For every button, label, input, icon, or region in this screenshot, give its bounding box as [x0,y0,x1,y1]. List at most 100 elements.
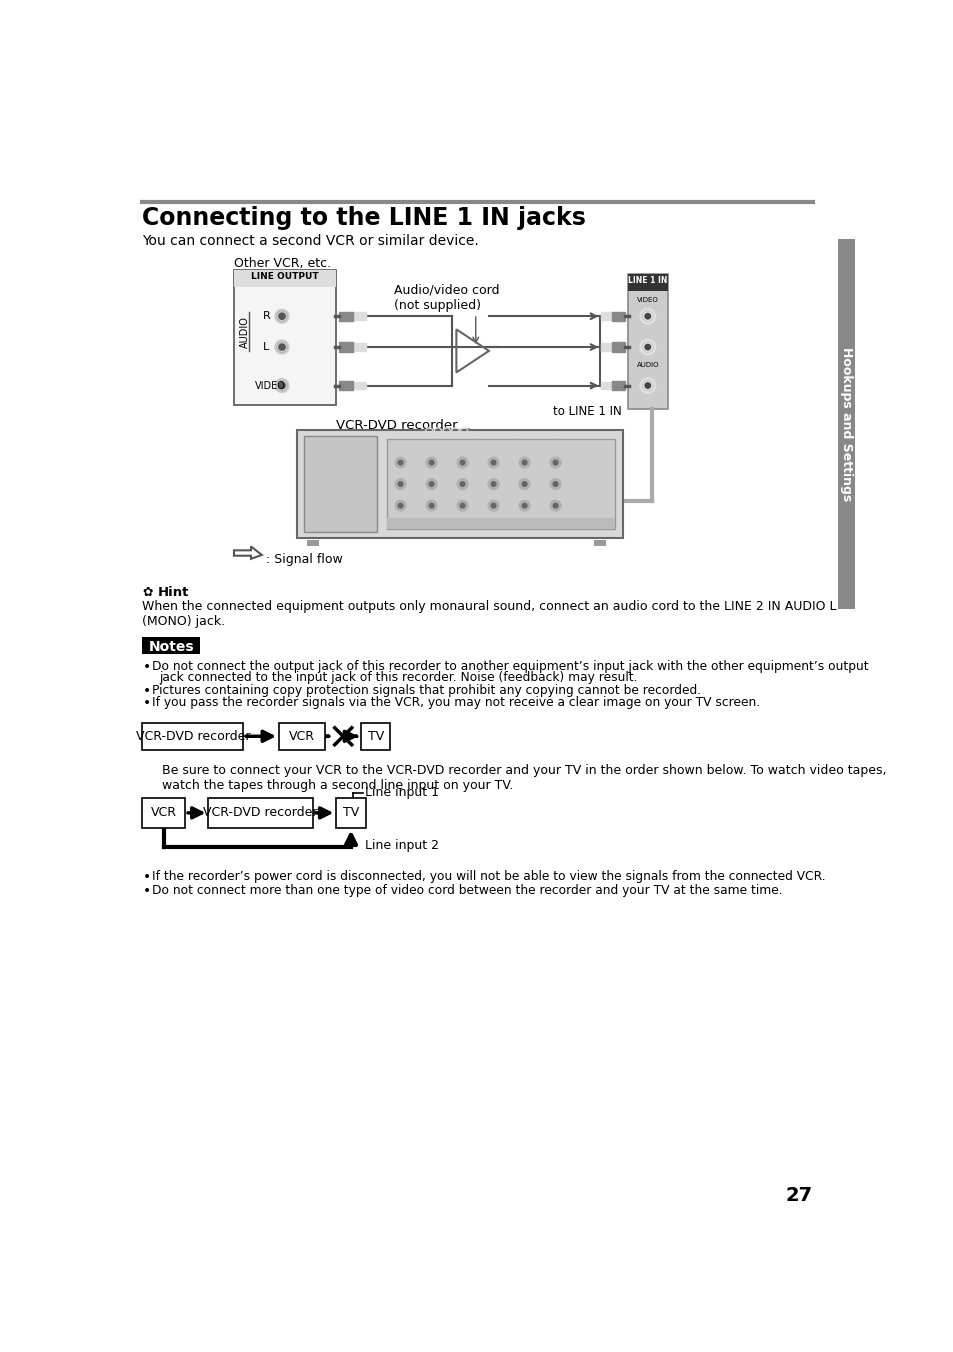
Circle shape [456,479,468,489]
Text: •: • [142,884,151,898]
Text: Line input 2: Line input 2 [365,840,438,852]
Circle shape [491,481,496,487]
Circle shape [397,460,402,465]
Text: Line input 1: Line input 1 [365,786,438,799]
Text: Notes: Notes [149,639,193,653]
Circle shape [459,460,464,465]
Text: When the connected equipment outputs only monaural sound, connect an audio cord : When the connected equipment outputs onl… [142,599,836,627]
Bar [612,381,624,391]
Bar [339,381,353,391]
Text: AUDIO: AUDIO [240,316,250,347]
Circle shape [639,377,655,393]
Bar [838,239,855,253]
Bar [612,342,624,352]
Circle shape [395,479,406,489]
Circle shape [459,481,464,487]
Text: VCR-DVD recorder: VCR-DVD recorder [135,730,250,742]
Bar [208,798,313,827]
Circle shape [521,460,526,465]
Bar [600,312,618,320]
Bar [142,798,185,827]
Circle shape [459,503,464,508]
Bar [600,381,618,389]
Text: Audio/video cord
(not supplied): Audio/video cord (not supplied) [394,284,499,312]
Bar [347,381,365,389]
Bar [142,723,243,750]
Bar [386,518,615,529]
Circle shape [456,500,468,511]
Circle shape [553,460,558,465]
Text: If the recorder’s power cord is disconnected, you will not be able to view the s: If the recorder’s power cord is disconne… [152,869,824,883]
Text: Other VCR, etc.: Other VCR, etc. [233,257,331,270]
Circle shape [274,379,289,392]
Text: •: • [142,869,151,884]
Circle shape [550,500,560,511]
Circle shape [521,503,526,508]
Circle shape [429,460,434,465]
Text: LINE OUTPUT: LINE OUTPUT [251,272,318,281]
Bar [278,723,325,750]
Circle shape [426,457,436,468]
Bar [347,343,365,352]
Text: Hookups and Settings: Hookups and Settings [840,347,853,502]
Text: •: • [142,696,151,710]
Circle shape [274,341,289,354]
Bar [303,437,377,531]
Text: 27: 27 [785,1186,812,1206]
Circle shape [644,314,650,319]
Bar [600,343,618,352]
Circle shape [639,339,655,354]
Circle shape [395,500,406,511]
Circle shape [274,310,289,323]
Circle shape [397,503,402,508]
Circle shape [278,343,285,350]
Circle shape [426,479,436,489]
Text: jack connected to the input jack of this recorder. Noise (feedback) may result.: jack connected to the input jack of this… [159,671,638,684]
Circle shape [521,481,526,487]
Text: If you pass the recorder signals via the VCR, you may not receive a clear image : If you pass the recorder signals via the… [152,696,760,708]
Bar [233,270,335,287]
Circle shape [644,383,650,388]
Text: VIDEO: VIDEO [254,380,286,391]
Text: You can connect a second VCR or similar device.: You can connect a second VCR or similar … [142,234,478,247]
Circle shape [639,308,655,324]
Circle shape [488,479,498,489]
Text: to LINE 1 IN: to LINE 1 IN [552,404,620,418]
Circle shape [397,481,402,487]
Text: VCR: VCR [289,730,314,742]
Text: AUDIO: AUDIO [636,362,659,369]
Text: VCR-DVD recorder: VCR-DVD recorder [335,419,457,431]
Text: L: L [263,342,270,352]
Bar [339,311,353,320]
Text: Do not connect more than one type of video cord between the recorder and your TV: Do not connect more than one type of vid… [152,884,781,896]
Text: Do not connect the output jack of this recorder to another equipment’s input jac: Do not connect the output jack of this r… [152,660,867,673]
Circle shape [278,314,285,319]
Circle shape [491,503,496,508]
Circle shape [553,503,558,508]
Bar [386,439,615,529]
Circle shape [426,500,436,511]
Text: VCR: VCR [151,806,176,819]
Text: VIDEO: VIDEO [637,297,658,303]
Bar [347,312,365,320]
Text: Connecting to the LINE 1 IN jacks: Connecting to the LINE 1 IN jacks [142,206,586,230]
Bar [339,342,353,352]
Circle shape [278,383,285,388]
Circle shape [553,481,558,487]
Circle shape [488,500,498,511]
Text: TV: TV [342,806,358,819]
Circle shape [429,503,434,508]
Text: Pictures containing copy protection signals that prohibit any copying cannot be : Pictures containing copy protection sign… [152,684,700,696]
Text: Hint: Hint [158,585,190,599]
Text: R: R [262,311,270,322]
Bar [360,723,390,750]
Circle shape [550,479,560,489]
Text: : Signal flow: : Signal flow [266,553,343,565]
Text: ✿: ✿ [142,585,152,599]
Circle shape [644,345,650,350]
Bar [233,270,335,404]
Text: LINE 1 IN: LINE 1 IN [627,276,667,285]
Circle shape [395,457,406,468]
Circle shape [518,457,530,468]
Text: Be sure to connect your VCR to the VCR-DVD recorder and your TV in the order sho: Be sure to connect your VCR to the VCR-D… [162,764,885,792]
